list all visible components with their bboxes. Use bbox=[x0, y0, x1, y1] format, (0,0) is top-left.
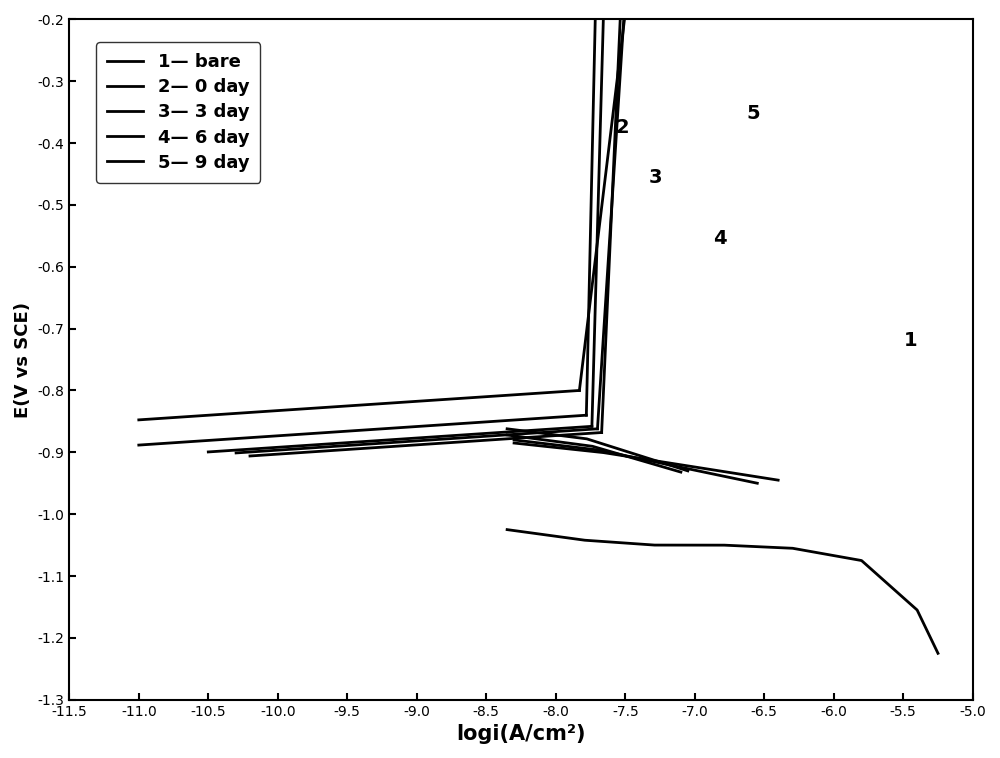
Text: 3: 3 bbox=[649, 168, 663, 186]
Y-axis label: E(V vs SCE): E(V vs SCE) bbox=[14, 302, 32, 418]
Text: 1: 1 bbox=[903, 331, 917, 350]
Text: 4: 4 bbox=[713, 230, 727, 249]
Text: 2: 2 bbox=[616, 118, 629, 137]
X-axis label: logi(A/cm²): logi(A/cm²) bbox=[456, 724, 586, 744]
Text: 5: 5 bbox=[746, 104, 760, 123]
Legend: 1— bare, 2— 0 day, 3— 3 day, 4— 6 day, 5— 9 day: 1— bare, 2— 0 day, 3— 3 day, 4— 6 day, 5… bbox=[96, 42, 260, 183]
